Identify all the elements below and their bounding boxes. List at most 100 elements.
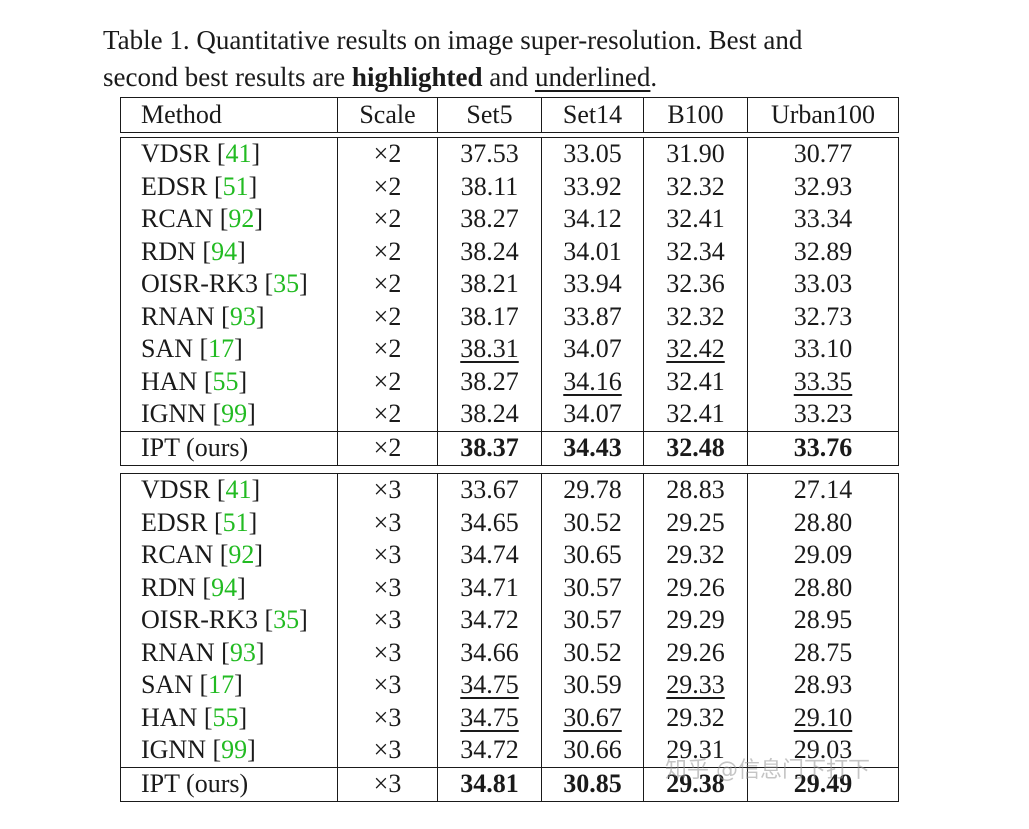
value: 38.11	[460, 171, 519, 201]
value-cell: 29.09	[747, 539, 899, 572]
reference-link[interactable]: 93	[229, 637, 256, 667]
scale-cell: ×2	[337, 203, 438, 236]
value: 33.23	[793, 399, 853, 429]
value: 30.57	[563, 605, 622, 635]
method-cell: IPT (ours)	[120, 430, 338, 466]
value-cell: 30.67	[541, 701, 644, 734]
table-row: OISR-RK3 [35] ×2 38.21 33.94 32.36 33.03	[120, 268, 899, 301]
value-cell: 34.72	[437, 604, 542, 637]
value-cell: 28.95	[747, 604, 899, 637]
value-cell: 38.37	[437, 430, 542, 466]
scale-cell: ×2	[337, 300, 438, 333]
reference-close: ]	[248, 171, 258, 201]
value-cell: 34.43	[541, 430, 644, 466]
scale-cell: ×2	[337, 333, 438, 366]
reference-link[interactable]: 41	[225, 139, 252, 169]
reference-link[interactable]: 99	[221, 735, 248, 765]
value: 29.26	[666, 572, 725, 602]
method-cell: SAN [17]	[120, 669, 338, 702]
reference-close: ]	[299, 269, 308, 299]
reference-link[interactable]: 55	[212, 366, 239, 396]
value-cell: 34.75	[437, 701, 542, 734]
reference-link[interactable]: 94	[211, 236, 238, 266]
reference-close: ]	[255, 301, 265, 331]
reference-close: ]	[251, 475, 261, 505]
reference-close: ]	[238, 702, 248, 732]
value-cell: 32.41	[643, 398, 748, 431]
results-group-x3: VDSR [41] ×3 33.67 29.78 28.83 27.14 EDSR [51]…	[120, 473, 899, 802]
header-table: Method Scale Set5 Set14 B100 Urban100	[120, 97, 899, 133]
reference-link[interactable]: 17	[208, 334, 235, 364]
value-cell: 29.26	[643, 571, 748, 604]
caption-line-2-text: second best results are	[103, 62, 352, 92]
value-cell: 29.25	[643, 506, 748, 539]
value-cell: 34.16	[541, 365, 644, 398]
method-name: HAN [	[141, 366, 213, 396]
method-cell: IGNN [99]	[120, 734, 338, 767]
value: 30.59	[563, 670, 622, 700]
table-row: SAN [17] ×2 38.31 34.07 32.42 33.10	[120, 333, 899, 366]
value: 30.57	[563, 572, 622, 602]
reference-close: ]	[255, 637, 265, 667]
header-b100: B100	[643, 97, 748, 133]
value: 30.65	[563, 540, 622, 570]
scale-cell: ×2	[337, 137, 438, 171]
value: 29.78	[563, 475, 622, 505]
method-cell: OISR-RK3 [35]	[120, 268, 338, 301]
reference-link[interactable]: 92	[228, 204, 255, 234]
reference-link[interactable]: 55	[212, 702, 239, 732]
reference-link[interactable]: 17	[208, 670, 235, 700]
table-row: RNAN [93] ×3 34.66 30.52 29.26 28.75	[120, 636, 899, 669]
value: 33.34	[793, 204, 853, 234]
value-cell: 34.74	[437, 539, 542, 572]
value: 34.12	[563, 204, 622, 234]
reference-link[interactable]: 51	[222, 171, 249, 201]
value-cell: 33.94	[541, 268, 644, 301]
value-cell: 38.27	[437, 203, 542, 236]
watermark: 知乎 @信息门下打下	[665, 758, 870, 783]
value: 38.27	[460, 366, 519, 396]
value: 32.89	[793, 236, 853, 266]
reference-close: ]	[248, 507, 258, 537]
method-cell: OISR-RK3 [35]	[120, 604, 338, 637]
reference-link[interactable]: 94	[211, 572, 238, 602]
value-cell: 33.10	[747, 333, 899, 366]
method-name: RNAN [	[141, 637, 230, 667]
caption-underlined-word: underlined	[534, 62, 651, 92]
value-cell: 38.24	[437, 235, 542, 268]
scale-cell: ×3	[337, 539, 438, 572]
value: 33.35	[793, 366, 853, 396]
value: 29.33	[666, 670, 725, 700]
reference-close: ]	[254, 540, 264, 570]
reference-close: ]	[234, 334, 243, 364]
reference-link[interactable]: 35	[273, 269, 300, 299]
reference-link[interactable]: 51	[222, 507, 249, 537]
value-cell: 38.11	[437, 170, 542, 203]
reference-link[interactable]: 92	[228, 540, 255, 570]
value: 32.48	[666, 433, 725, 462]
reference-close: ]	[254, 204, 264, 234]
value: 28.80	[793, 572, 853, 602]
value: 34.43	[563, 433, 622, 462]
value: 32.73	[793, 301, 853, 331]
caption-and: and	[482, 62, 535, 92]
table-row: RCAN [92] ×2 38.27 34.12 32.41 33.34	[120, 203, 899, 236]
table-row: HAN [55] ×2 38.27 34.16 32.41 33.35	[120, 365, 899, 398]
value-cell: 32.36	[643, 268, 748, 301]
value: 34.75	[460, 702, 519, 732]
value: 34.74	[460, 540, 519, 570]
reference-link[interactable]: 35	[273, 605, 300, 635]
value: 32.93	[793, 171, 853, 201]
value-cell: 32.32	[643, 300, 748, 333]
value-cell: 32.34	[643, 235, 748, 268]
value-cell: 28.75	[747, 636, 899, 669]
reference-link[interactable]: 41	[225, 475, 252, 505]
method-cell: RCAN [92]	[120, 203, 338, 236]
value: 38.31	[460, 334, 519, 364]
method-cell: EDSR [51]	[120, 170, 338, 203]
reference-link[interactable]: 93	[229, 301, 256, 331]
value-cell: 31.90	[643, 137, 748, 171]
reference-link[interactable]: 99	[221, 399, 248, 429]
method-name: SAN [	[141, 334, 209, 364]
value-cell: 33.76	[747, 430, 899, 466]
